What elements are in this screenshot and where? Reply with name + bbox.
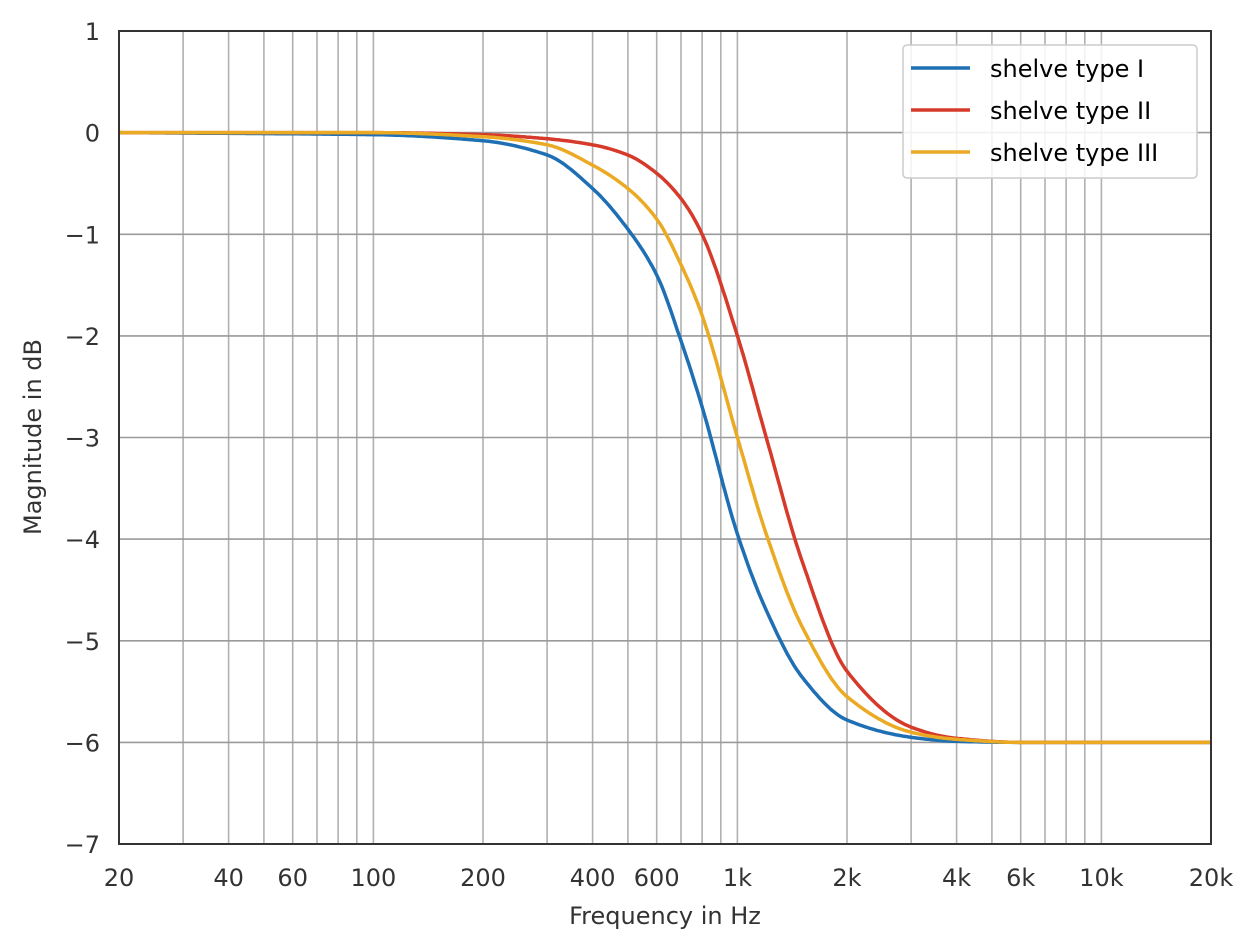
x-tick-label: 6k <box>1006 864 1035 892</box>
y-axis-label: Magnitude in dB <box>19 339 47 535</box>
y-tick-label: 1 <box>85 18 100 46</box>
legend-box <box>902 44 1198 179</box>
x-tick-label: 1k <box>723 864 752 892</box>
x-tick-label: 400 <box>570 864 616 892</box>
x-tick-label: 20k <box>1189 864 1234 892</box>
x-tick-label: 2k <box>832 864 861 892</box>
y-tick-label: −4 <box>65 526 100 554</box>
legend-label-type-1: shelve type I <box>990 55 1144 83</box>
x-tick-label: 100 <box>350 864 396 892</box>
y-tick-label: 0 <box>85 120 100 148</box>
x-tick-label: 60 <box>277 864 308 892</box>
x-axis-ticks: 20 40 60 100 200 400 600 1k 2k 4k 6k 10k 20k <box>104 864 1234 892</box>
plot-frame <box>118 30 1212 845</box>
legend: shelve type I shelve type II shelve type… <box>902 44 1198 179</box>
y-tick-label: −7 <box>65 831 100 859</box>
y-tick-label: −6 <box>65 729 100 757</box>
y-tick-label: −2 <box>65 323 100 351</box>
y-tick-label: −5 <box>65 628 100 656</box>
y-axis-ticks: 1 0 −1 −2 −3 −4 −5 −6 −7 <box>65 18 100 859</box>
curve-shelve-type-iii <box>119 130 1211 745</box>
x-tick-label: 600 <box>634 864 680 892</box>
x-axis-label: Frequency in Hz <box>569 902 761 930</box>
curves <box>119 130 1211 745</box>
legend-label-type-2: shelve type II <box>990 97 1151 125</box>
legend-label-type-3: shelve type III <box>990 139 1158 167</box>
x-tick-label: 10k <box>1079 864 1124 892</box>
x-tick-label: 40 <box>213 864 244 892</box>
y-tick-label: −3 <box>65 425 100 453</box>
y-tick-label: −1 <box>65 221 100 249</box>
x-tick-label: 20 <box>104 864 135 892</box>
x-tick-label: 4k <box>942 864 971 892</box>
x-tick-label: 200 <box>460 864 506 892</box>
